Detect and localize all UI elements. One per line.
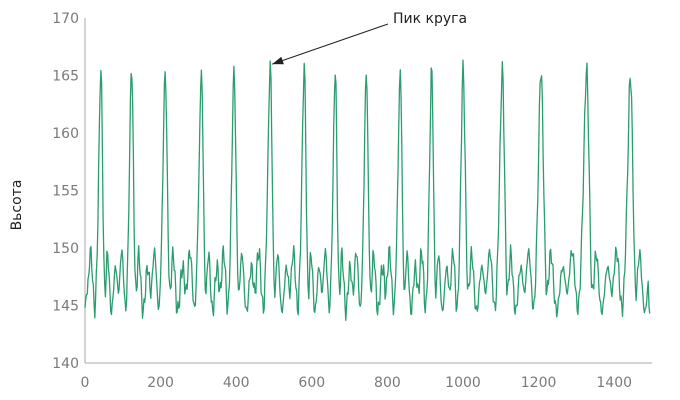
x-tick-label: 400 [223,375,250,391]
x-tick-label: 1400 [596,375,632,391]
y-tick-label: 155 [52,184,79,200]
x-tick-label: 600 [298,375,325,391]
annotation-label: Пик круга [393,11,467,27]
y-tick-label: 170 [52,11,79,27]
series-layer [84,59,651,322]
y-tick-label: 160 [52,126,79,142]
x-tick-label: 1200 [521,375,557,391]
y-axis-label: Вьсота [9,180,25,231]
annotation-arrow [272,23,389,65]
y-tick-label: 150 [52,241,79,257]
series-line [84,59,651,322]
x-tick-label: 200 [147,375,174,391]
annotation: Пик круга [272,11,467,65]
x-tick-label: 0 [81,375,90,391]
y-tick-label: 145 [52,299,79,315]
y-tick-label: 165 [52,69,79,85]
x-tick-label: 1000 [445,375,481,391]
tick-labels: 140 145 150 155 160 165 170 0 200 400 600 800 1000 12… [52,11,632,391]
y-tick-label: 140 [52,356,79,372]
annotation-arrowhead [272,56,284,65]
x-tick-label: 800 [374,375,401,391]
